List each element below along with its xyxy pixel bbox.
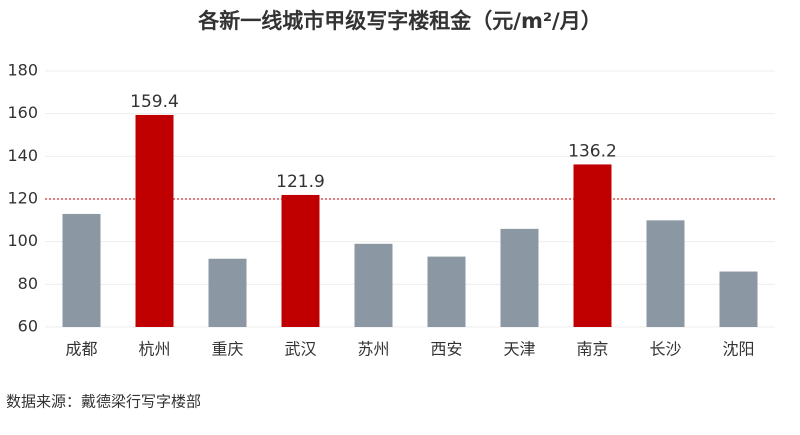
x-tick-label: 成都 xyxy=(65,340,97,359)
bar xyxy=(135,114,174,328)
y-tick-label: 160 xyxy=(7,103,38,122)
bar xyxy=(719,271,758,327)
x-tick-label: 苏州 xyxy=(357,340,389,359)
bar xyxy=(427,256,466,327)
x-tick-label: 重庆 xyxy=(211,340,243,359)
y-tick-label: 80 xyxy=(18,274,38,293)
bar xyxy=(208,258,247,327)
bar xyxy=(573,164,612,327)
y-tick-label: 120 xyxy=(7,189,38,208)
value-label: 136.2 xyxy=(568,141,617,161)
y-tick-label: 60 xyxy=(18,317,38,336)
chart-title: 各新一线城市甲级写字楼租金（元/m²/月） xyxy=(197,9,601,33)
bar xyxy=(62,213,101,327)
x-tick-label: 武汉 xyxy=(284,340,316,359)
value-label: 121.9 xyxy=(276,172,325,192)
bar xyxy=(354,243,393,327)
x-tick-label: 南京 xyxy=(576,340,608,359)
source-note: 数据来源：戴德梁行写字楼部 xyxy=(6,393,201,411)
x-tick-label: 天津 xyxy=(503,340,535,359)
y-tick-label: 100 xyxy=(7,231,38,250)
bar xyxy=(500,228,539,327)
bar xyxy=(281,194,320,327)
bar xyxy=(646,220,685,327)
x-tick-label: 长沙 xyxy=(649,340,681,359)
x-tick-label: 西安 xyxy=(430,340,462,359)
y-tick-label: 180 xyxy=(7,61,38,80)
value-label: 159.4 xyxy=(130,92,179,112)
x-tick-label: 杭州 xyxy=(138,340,170,359)
y-tick-label: 140 xyxy=(7,146,38,165)
x-tick-label: 沈阳 xyxy=(722,340,754,359)
